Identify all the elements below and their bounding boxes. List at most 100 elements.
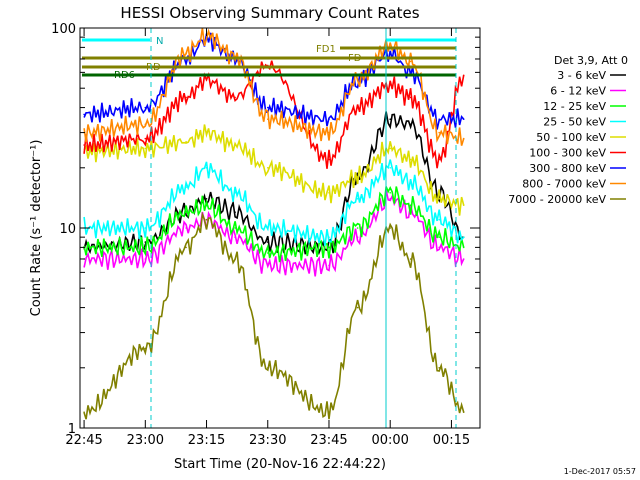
series-point-6-5 — [267, 106, 269, 109]
series-point-4-11 — [462, 204, 465, 206]
series-point-5-2 — [185, 96, 187, 99]
series-point-1-6 — [328, 264, 330, 267]
series-point-8-10 — [438, 367, 441, 369]
series-point-3-10 — [438, 218, 441, 221]
series-point-4-1 — [144, 147, 147, 150]
series-point-2-1 — [144, 246, 147, 249]
x-tick-label-1: 23:00 — [127, 433, 164, 448]
series-point-2-8 — [389, 192, 392, 194]
series-point-4-10 — [438, 198, 441, 200]
legend-label-3: 25 - 50 keV — [543, 116, 606, 129]
series-point-6-6 — [328, 118, 330, 120]
y-tick-label-1: 10 — [59, 222, 76, 237]
series-point-8-4 — [234, 258, 236, 260]
series-line-2 — [83, 186, 465, 263]
series-point-3-11 — [462, 236, 465, 238]
series-point-8-7 — [356, 306, 359, 309]
series-point-2-11 — [462, 246, 465, 249]
y-tick-label-2: 100 — [51, 22, 76, 37]
annotation-label-2: FD — [348, 53, 362, 64]
series-point-0-8 — [389, 118, 392, 120]
series-point-7-11 — [462, 137, 465, 140]
series-point-2-7 — [356, 227, 359, 229]
series-point-2-5 — [267, 252, 269, 254]
series-point-1-7 — [356, 236, 359, 238]
x-tick-label-2: 23:15 — [188, 433, 225, 448]
data-layer: N FD1 FD RD RD6 — [82, 27, 465, 428]
x-tick-label-3: 23:30 — [249, 433, 286, 448]
series-point-0-9 — [409, 123, 412, 126]
chart-title: HESSI Observing Summary Count Rates — [120, 4, 419, 22]
series-point-8-3 — [205, 218, 208, 221]
series-point-8-5 — [267, 367, 269, 369]
legend: Det 3,9, Att 0 3 - 6 keV 6 - 12 keV 12 - 2… — [508, 54, 628, 206]
series-point-2-6 — [328, 246, 330, 249]
series-point-4-2 — [185, 140, 187, 143]
series-point-5-8 — [389, 84, 392, 86]
series-point-3-4 — [234, 192, 236, 194]
annotation-label-0: N — [156, 36, 163, 47]
series-point-3-1 — [144, 227, 147, 229]
series-line-1 — [83, 189, 465, 277]
x-tick-label-4: 23:45 — [310, 433, 347, 448]
series-point-4-8 — [389, 147, 392, 150]
series-point-8-6 — [328, 411, 330, 414]
series-point-5-3 — [205, 79, 208, 81]
series-point-6-0 — [83, 113, 85, 116]
series-point-4-4 — [234, 144, 236, 146]
x-tick-label-5: 00:00 — [371, 433, 408, 448]
series-point-1-5 — [267, 264, 269, 267]
legend-label-1: 6 - 12 keV — [550, 85, 606, 98]
legend-label-0: 3 - 6 keV — [557, 69, 606, 82]
series-point-3-9 — [409, 181, 412, 183]
series-point-2-3 — [205, 204, 208, 206]
series-point-7-6 — [328, 131, 330, 134]
series-point-8-8 — [389, 227, 392, 229]
series-point-4-5 — [267, 167, 269, 169]
series-point-4-7 — [356, 176, 359, 178]
series-point-3-6 — [328, 236, 330, 238]
series-point-5-10 — [438, 158, 441, 161]
series-point-7-1 — [144, 123, 147, 126]
series-point-7-5 — [267, 118, 269, 120]
series-point-6-8 — [389, 52, 392, 54]
series-point-5-1 — [144, 137, 147, 140]
series-point-2-9 — [409, 204, 412, 206]
x-axis-label: Start Time (20-Nov-16 22:44:22) — [174, 457, 386, 472]
series-point-4-6 — [328, 192, 330, 194]
series-point-8-11 — [462, 411, 465, 414]
series-point-5-11 — [462, 74, 465, 77]
series-line-3 — [83, 159, 465, 246]
series-point-3-3 — [205, 167, 208, 169]
annotation-label-4: RD6 — [114, 70, 135, 81]
legend-label-4: 50 - 100 keV — [536, 131, 606, 144]
series-point-3-5 — [267, 227, 269, 229]
series-point-0-1 — [144, 241, 147, 243]
series-point-1-4 — [234, 236, 236, 238]
series-point-7-2 — [185, 52, 187, 54]
legend-label-5: 100 - 300 keV — [529, 147, 606, 160]
series-point-8-0 — [83, 411, 85, 414]
series-point-7-9 — [409, 60, 412, 63]
series-point-6-1 — [144, 106, 147, 109]
series-point-0-5 — [267, 241, 269, 243]
series-point-5-0 — [83, 144, 85, 146]
series-point-8-1 — [144, 347, 147, 350]
series-point-6-10 — [438, 118, 441, 120]
series-point-4-9 — [409, 158, 412, 161]
series-point-3-8 — [389, 167, 392, 169]
series-point-1-8 — [389, 198, 392, 200]
series-point-1-11 — [462, 258, 465, 260]
series-point-3-7 — [356, 198, 359, 200]
series-point-7-8 — [389, 44, 392, 46]
x-tick-label-0: 22:45 — [65, 433, 102, 448]
legend-title: Det 3,9, Att 0 — [554, 54, 628, 67]
series-point-2-2 — [185, 211, 187, 213]
series-point-0-4 — [234, 211, 236, 213]
series-point-1-2 — [185, 227, 187, 229]
series-point-5-7 — [356, 106, 359, 109]
series-point-1-1 — [144, 258, 147, 260]
footer-timestamp: 1-Dec-2017 05:57 — [564, 467, 636, 476]
series-point-0-3 — [205, 198, 208, 200]
